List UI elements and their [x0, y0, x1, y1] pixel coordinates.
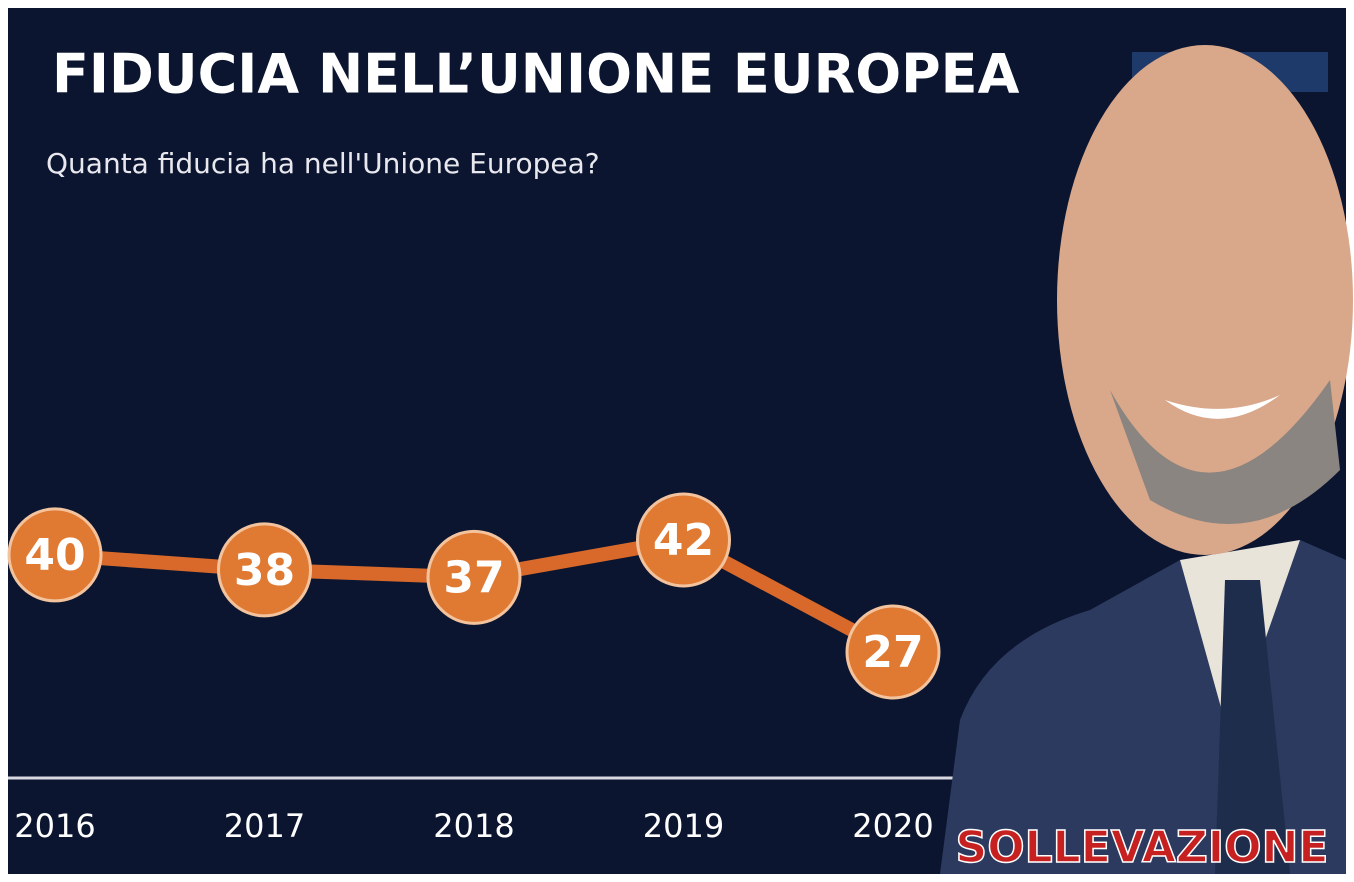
- point: [845, 604, 941, 700]
- watermark: SOLLEVAZIONE: [956, 822, 1329, 873]
- x-tick-label: 2018: [433, 807, 514, 845]
- point: [426, 529, 522, 625]
- data-label: 27: [862, 627, 923, 678]
- data-label: 37: [443, 552, 504, 603]
- data-label: 38: [234, 545, 295, 596]
- chart-subtitle: Quanta fiducia ha nell'Unione Europea?: [46, 147, 600, 180]
- smile: [1165, 395, 1280, 419]
- chart-title: FIDUCIA NELL’UNIONE EUROPEA: [52, 43, 1020, 106]
- point: [7, 507, 103, 603]
- point: [217, 522, 312, 618]
- data-label: 42: [653, 515, 714, 566]
- point: [636, 492, 731, 588]
- x-tick-label: 2017: [224, 807, 305, 845]
- x-tick-label: 2020: [852, 807, 933, 845]
- x-tick-label: 2016: [14, 807, 95, 845]
- plot: 2016 2017 2018 2019 2020 40 38 37 42 27: [7, 492, 941, 845]
- tie: [1215, 580, 1290, 874]
- data-label: 40: [24, 530, 85, 581]
- beard: [1110, 380, 1340, 524]
- x-tick-label: 2019: [643, 807, 724, 845]
- person-photo: [940, 45, 1353, 874]
